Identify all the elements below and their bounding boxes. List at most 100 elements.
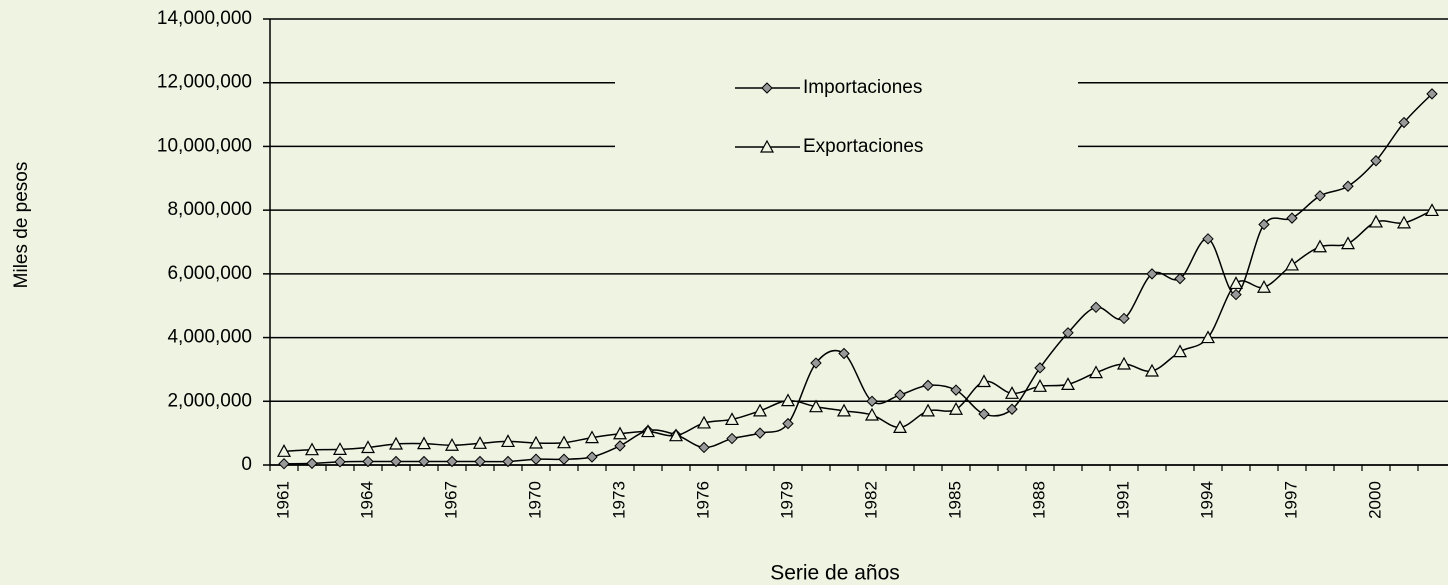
data-point — [416, 436, 432, 450]
x-tick-label: 1985 — [945, 481, 964, 519]
data-point — [698, 441, 710, 454]
data-point — [1424, 203, 1440, 217]
x-tick-label: 1964 — [357, 481, 376, 519]
data-point — [836, 403, 852, 417]
data-point — [1370, 155, 1382, 167]
data-point — [306, 457, 318, 470]
data-point — [584, 430, 600, 444]
data-point — [1396, 215, 1412, 229]
data-point — [418, 455, 430, 468]
x-tick-label: 1991 — [1113, 481, 1132, 519]
data-point — [1398, 116, 1410, 129]
data-point — [838, 347, 850, 360]
data-point — [304, 442, 320, 456]
data-point — [864, 407, 880, 421]
data-point — [1342, 180, 1354, 192]
data-point — [922, 379, 934, 392]
data-point — [1340, 236, 1356, 250]
data-point — [950, 384, 962, 396]
data-point — [446, 455, 458, 468]
data-point — [1146, 268, 1158, 280]
data-point — [1200, 330, 1216, 344]
series-line — [283, 209, 1433, 453]
legend-label: Exportaciones — [803, 136, 923, 157]
data-point — [1034, 362, 1046, 374]
data-point — [612, 426, 628, 440]
data-point — [724, 412, 740, 426]
data-point — [276, 444, 292, 457]
data-point — [614, 440, 626, 452]
data-point — [1286, 212, 1298, 224]
data-point — [1228, 276, 1244, 290]
x-tick-label: 1973 — [609, 481, 628, 519]
data-point — [894, 389, 906, 401]
data-point — [1118, 312, 1130, 325]
x-axis-title: Serie de años — [770, 562, 900, 585]
data-point — [948, 401, 964, 415]
y-tick-label: 6,000,000 — [167, 263, 252, 284]
data-point — [696, 415, 712, 429]
y-tick-label: 8,000,000 — [167, 199, 252, 220]
data-point — [1172, 344, 1188, 358]
y-tick-label: 10,000,000 — [157, 135, 252, 156]
x-tick-label: 1979 — [777, 481, 796, 519]
y-tick-label: 12,000,000 — [157, 72, 252, 93]
data-point — [808, 399, 824, 413]
legend-label: Importaciones — [803, 77, 922, 98]
data-point — [388, 436, 404, 450]
x-tick-label: 1988 — [1029, 481, 1048, 519]
data-point — [810, 357, 822, 369]
data-point — [502, 455, 514, 468]
y-axis-title: Miles de pesos — [11, 162, 32, 289]
data-point — [754, 427, 766, 439]
data-point — [278, 458, 290, 470]
data-point — [334, 456, 346, 468]
data-point — [444, 437, 460, 451]
data-point — [920, 403, 936, 417]
legend-box — [615, 62, 1078, 174]
data-point — [976, 374, 992, 388]
data-point — [1004, 386, 1020, 399]
data-point — [1060, 377, 1076, 391]
data-point — [978, 408, 990, 420]
x-tick-label: 1997 — [1281, 481, 1300, 519]
x-tick-label: 1994 — [1197, 481, 1216, 519]
data-point — [556, 435, 572, 449]
data-point — [761, 82, 773, 94]
data-point — [1312, 239, 1328, 253]
data-point — [472, 436, 488, 449]
x-tick-label: 1961 — [273, 481, 292, 519]
data-point — [1230, 288, 1242, 301]
data-point — [1006, 403, 1018, 415]
data-point — [1090, 301, 1102, 314]
data-point — [390, 455, 402, 468]
data-point — [1256, 279, 1272, 293]
data-point — [1426, 88, 1438, 100]
data-point — [752, 403, 768, 417]
data-point — [360, 440, 376, 454]
data-point — [1368, 214, 1384, 228]
y-tick-label: 0 — [241, 454, 252, 475]
data-point — [1258, 218, 1270, 231]
data-point — [640, 424, 656, 438]
data-point — [668, 428, 684, 442]
data-point — [1088, 365, 1104, 379]
data-point — [1144, 363, 1160, 377]
x-tick-label: 1982 — [861, 481, 880, 519]
data-point — [892, 420, 908, 434]
data-point — [1314, 190, 1326, 202]
x-tick-label: 2000 — [1365, 481, 1384, 519]
data-point — [500, 434, 516, 448]
x-tick-label: 1967 — [441, 481, 460, 519]
data-point — [332, 442, 348, 455]
data-point — [726, 432, 738, 445]
data-point — [1174, 272, 1186, 285]
x-tick-label: 1970 — [525, 481, 544, 519]
data-point — [530, 453, 542, 465]
y-tick-label: 2,000,000 — [167, 390, 252, 411]
data-point — [586, 451, 598, 463]
data-point — [1116, 356, 1132, 370]
data-point — [558, 453, 570, 465]
data-point — [362, 455, 374, 468]
